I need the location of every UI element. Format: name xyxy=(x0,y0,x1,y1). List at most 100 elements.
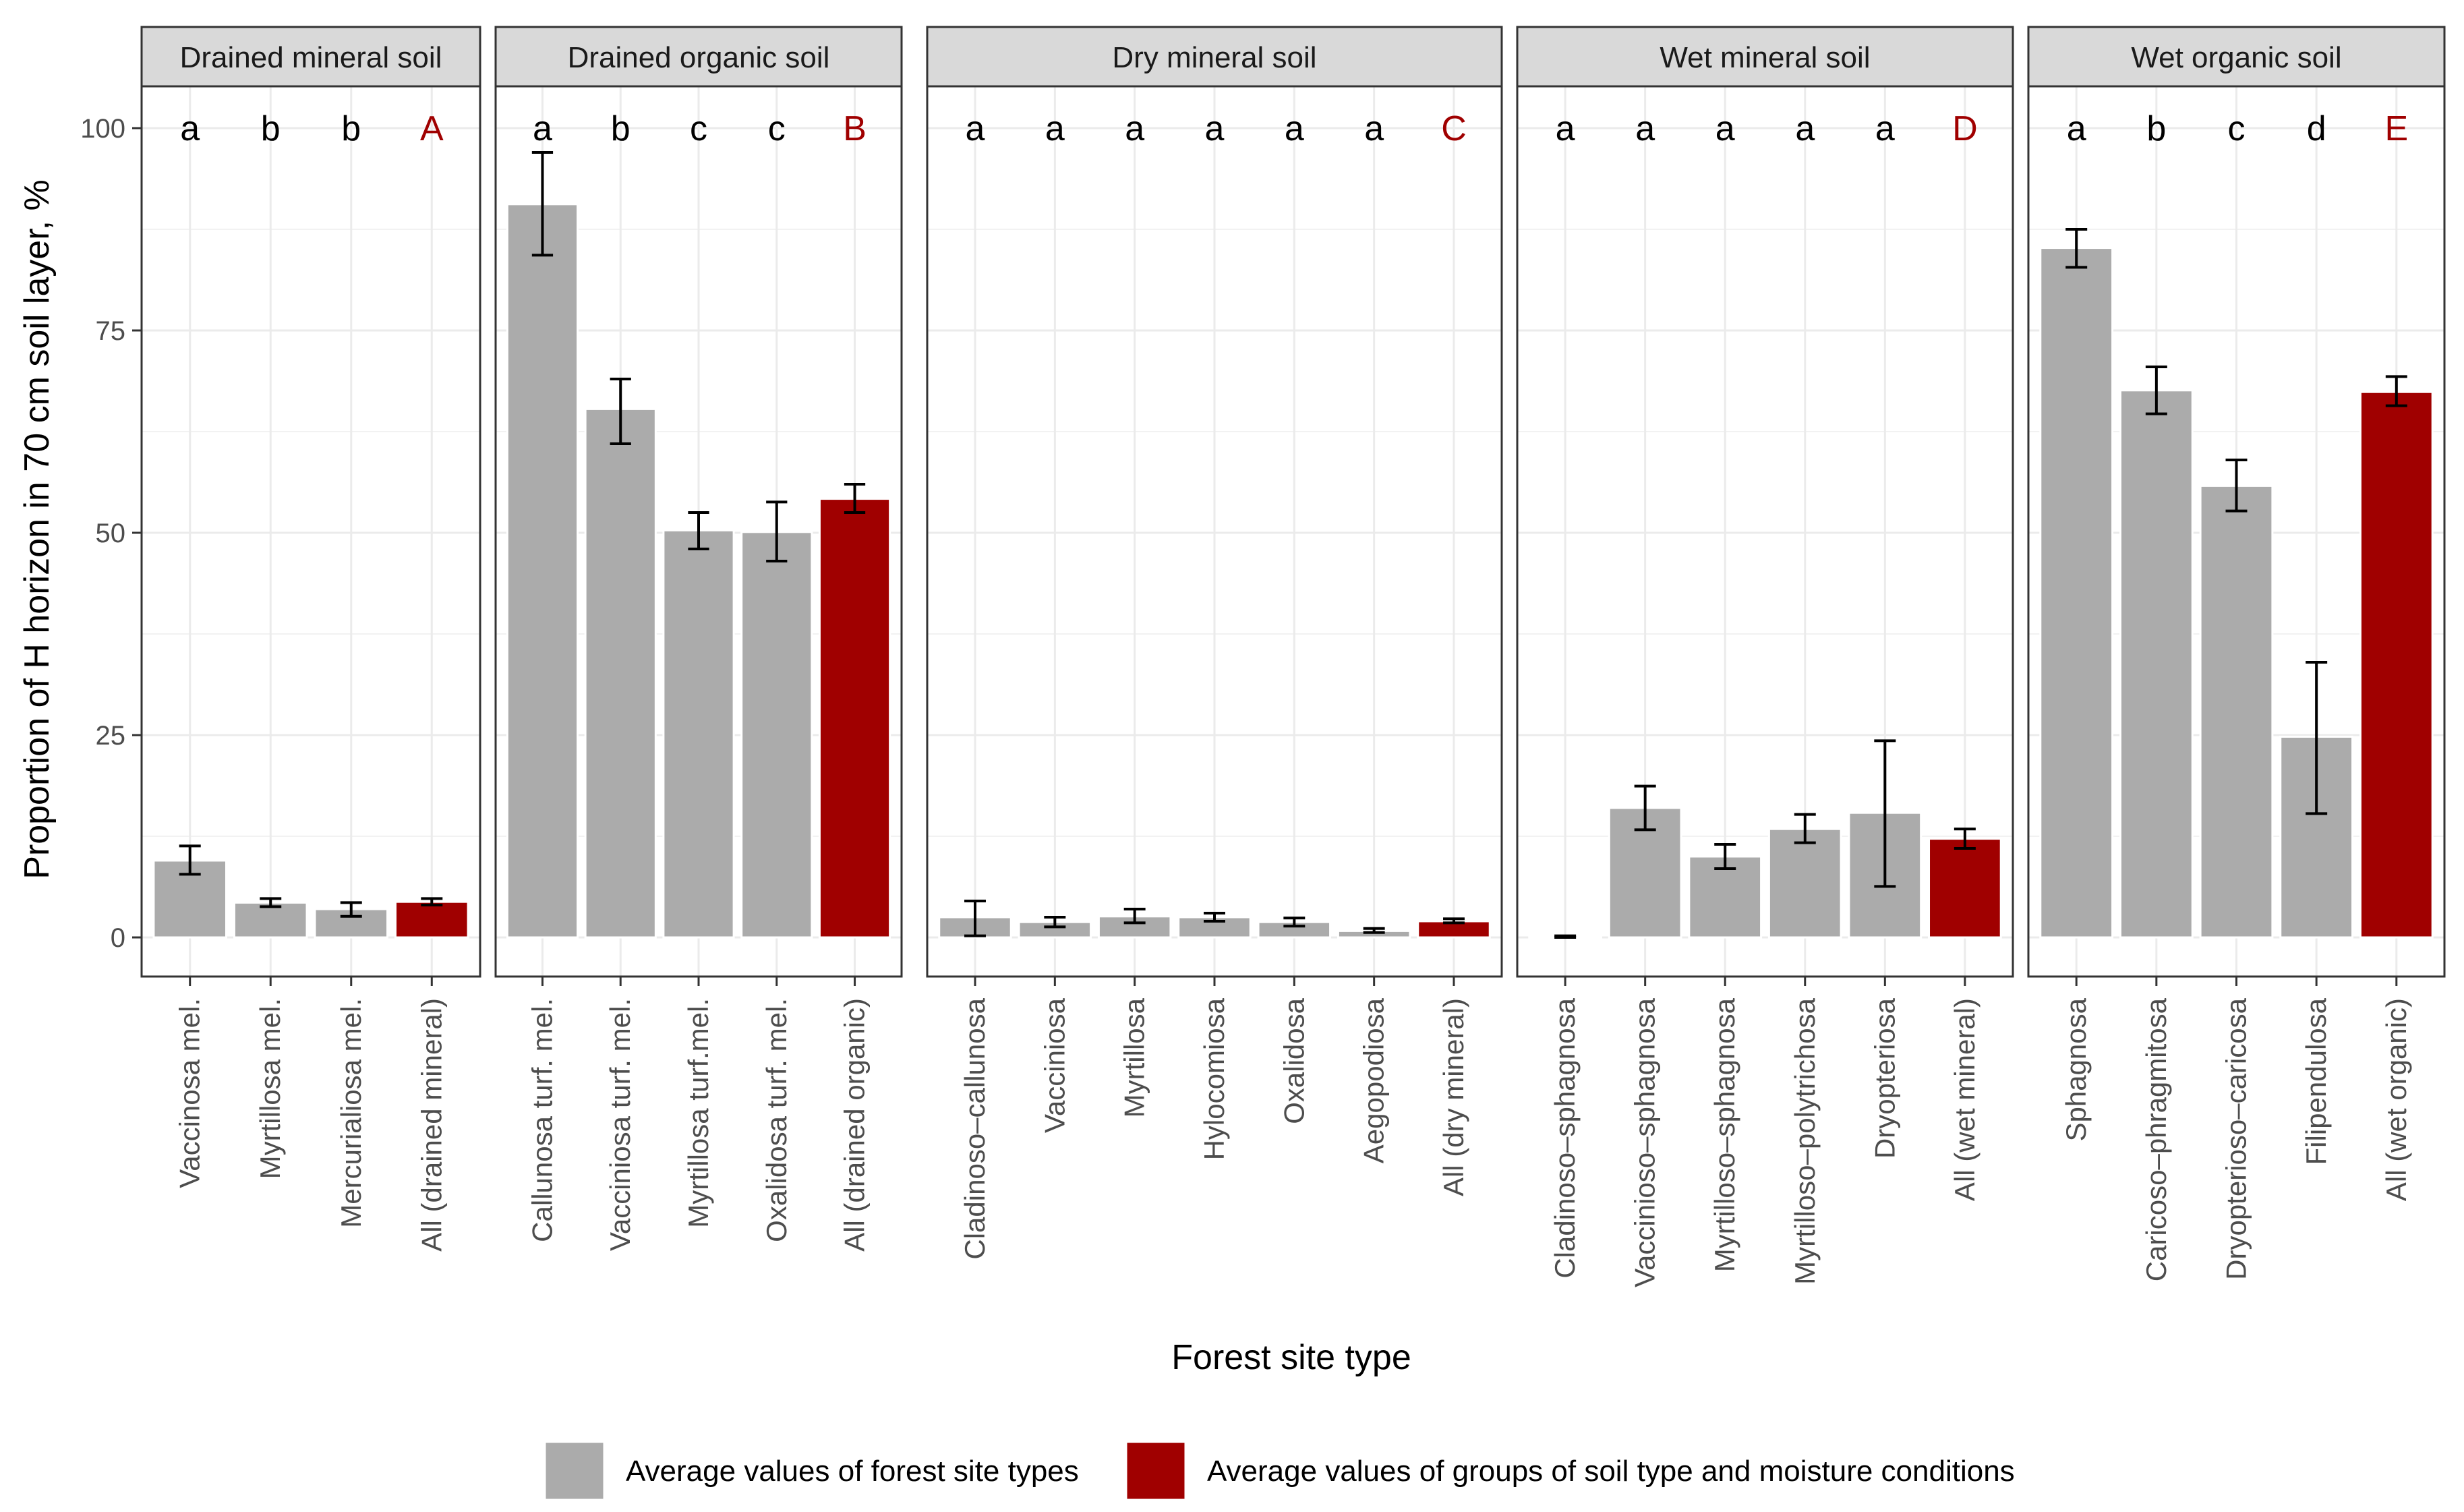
y-tick-label: 0 xyxy=(111,923,125,953)
bar xyxy=(662,529,735,939)
x-tick-label: Myrtillosa mel. xyxy=(254,998,286,1179)
x-axis-title: Forest site type xyxy=(1171,1338,1411,1377)
significance-letter: a xyxy=(533,109,552,148)
panel-title: Drained mineral soil xyxy=(180,41,442,74)
significance-letter: D xyxy=(1952,109,1978,148)
significance-letter: a xyxy=(966,109,985,148)
bar xyxy=(2039,247,2114,939)
significance-letter: b xyxy=(261,109,281,148)
panel-title: Drained organic soil xyxy=(568,41,830,74)
x-tick-label: Sphagnosa xyxy=(2060,997,2092,1141)
significance-letter: d xyxy=(2307,109,2326,148)
significance-letter: a xyxy=(1285,109,1304,148)
significance-letter: a xyxy=(1045,109,1065,148)
bar xyxy=(506,203,579,939)
bar xyxy=(584,407,657,939)
significance-letter: C xyxy=(1441,109,1467,148)
x-tick-label: All (drained mineral) xyxy=(415,998,447,1252)
panel: a Sphagnosa b Caricoso–phragmitosa c Dryopter… xyxy=(2027,26,2446,1281)
significance-letter: a xyxy=(1635,109,1655,148)
bar xyxy=(818,498,891,939)
y-tick-label: 50 xyxy=(96,519,126,548)
significance-letter: a xyxy=(2067,109,2086,148)
panel: a Vaccinosa mel. b Myrtillosa mel. b Mercuria… xyxy=(140,26,481,1252)
legend-swatch xyxy=(544,1441,606,1501)
y-tick-label: 100 xyxy=(80,114,125,144)
significance-letter: a xyxy=(1715,109,1735,148)
x-tick-label: Oxalidosa xyxy=(1278,997,1310,1124)
legend: Average values of forest site types Avera… xyxy=(544,1441,2015,1501)
panel-strip xyxy=(494,26,903,88)
bar xyxy=(152,859,227,939)
significance-letter: a xyxy=(1795,109,1815,148)
x-tick-label: Myrtilloso–sphagnosa xyxy=(1709,997,1740,1272)
panel-strip xyxy=(926,26,1503,88)
legend-label: Average values of groups of soil type an… xyxy=(1207,1455,2015,1488)
x-tick-label: Callunosa turf. mel. xyxy=(526,998,558,1242)
significance-letter: a xyxy=(180,109,200,148)
panel-title: Dry mineral soil xyxy=(1112,41,1316,74)
panel-title: Wet mineral soil xyxy=(1660,41,1870,74)
y-tick-label: 75 xyxy=(96,316,126,346)
x-tick-label: Aegopodiosa xyxy=(1358,997,1390,1163)
bar xyxy=(233,901,308,939)
x-tick-label: All (dry mineral) xyxy=(1438,998,1469,1196)
panel-strip xyxy=(1516,26,2014,88)
significance-letter: B xyxy=(843,109,867,148)
x-tick-label: Caricoso–phragmitosa xyxy=(2140,997,2172,1281)
x-tick-label: Vacciniosa turf. mel. xyxy=(604,998,636,1251)
significance-letter: b xyxy=(341,109,361,148)
bar xyxy=(2359,390,2434,939)
bar xyxy=(2119,389,2194,939)
panel-strip xyxy=(2027,26,2446,88)
chart-panels: a Vaccinosa mel. b Myrtillosa mel. b Mercuria… xyxy=(140,26,2446,1287)
significance-letter: a xyxy=(1556,109,1575,148)
x-tick-label: Filipendulosa xyxy=(2300,997,2332,1165)
x-tick-label: Vaccinioso–sphagnosa xyxy=(1629,997,1661,1287)
significance-letter: c xyxy=(690,109,707,148)
significance-letter: a xyxy=(1364,109,1384,148)
panel: a Cladinoso–sphagnosa a Vaccinioso–sphagnos… xyxy=(1516,26,2014,1287)
x-tick-label: Vacciniosa xyxy=(1038,997,1070,1133)
significance-letter: A xyxy=(420,109,444,148)
x-tick-label: Oxalidosa turf. mel. xyxy=(761,998,792,1242)
x-tick-label: All (drained organic) xyxy=(839,998,871,1252)
significance-letter: c xyxy=(768,109,786,148)
bar xyxy=(1928,838,2002,939)
x-tick-label: Hylocomiosa xyxy=(1198,997,1230,1160)
significance-letter: E xyxy=(2384,109,2408,148)
y-tick-label: 25 xyxy=(96,721,126,751)
x-tick-label: Myrtilloso–polytrichosa xyxy=(1789,997,1821,1284)
panel: a Cladinoso–callunosa a Vacciniosa a Myrtillo… xyxy=(926,26,1503,1260)
x-tick-label: Vaccinosa mel. xyxy=(174,998,206,1188)
panel-strip xyxy=(140,26,481,88)
significance-letter: a xyxy=(1125,109,1144,148)
x-tick-label: Dryopterioso–caricosa xyxy=(2221,997,2252,1279)
bar xyxy=(740,531,813,939)
x-tick-label: Myrtillosa xyxy=(1119,997,1150,1117)
panel: a Callunosa turf. mel. b Vacciniosa turf. m… xyxy=(494,26,903,1252)
significance-letter: b xyxy=(2146,109,2166,148)
x-tick-label: Mercurialiosa mel. xyxy=(335,998,367,1228)
panel-background xyxy=(1517,86,2013,977)
y-axis: 0 25 50 75 100 xyxy=(80,114,142,953)
x-tick-label: Cladinoso–callunosa xyxy=(959,997,991,1259)
bar xyxy=(1767,827,1842,939)
bar xyxy=(394,900,469,939)
legend-swatch xyxy=(1125,1441,1187,1501)
significance-letter: a xyxy=(1875,109,1895,148)
x-tick-label: Myrtillosa turf.mel. xyxy=(682,998,714,1228)
x-tick-label: All (wet mineral) xyxy=(1949,998,1981,1201)
panel-background xyxy=(142,86,480,977)
y-axis-title: Proportion of H horizon in 70 cm soil la… xyxy=(18,179,57,879)
x-tick-label: Cladinoso–sphagnosa xyxy=(1549,997,1581,1278)
significance-letter: c xyxy=(2228,109,2246,148)
legend-label: Average values of forest site types xyxy=(626,1455,1079,1488)
x-tick-label: All (wet organic) xyxy=(2380,998,2412,1201)
bar xyxy=(2199,484,2274,939)
x-tick-label: Dryopteriosa xyxy=(1869,997,1900,1159)
significance-letter: b xyxy=(611,109,630,148)
significance-letter: a xyxy=(1205,109,1225,148)
panel-title: Wet organic soil xyxy=(2131,41,2341,74)
